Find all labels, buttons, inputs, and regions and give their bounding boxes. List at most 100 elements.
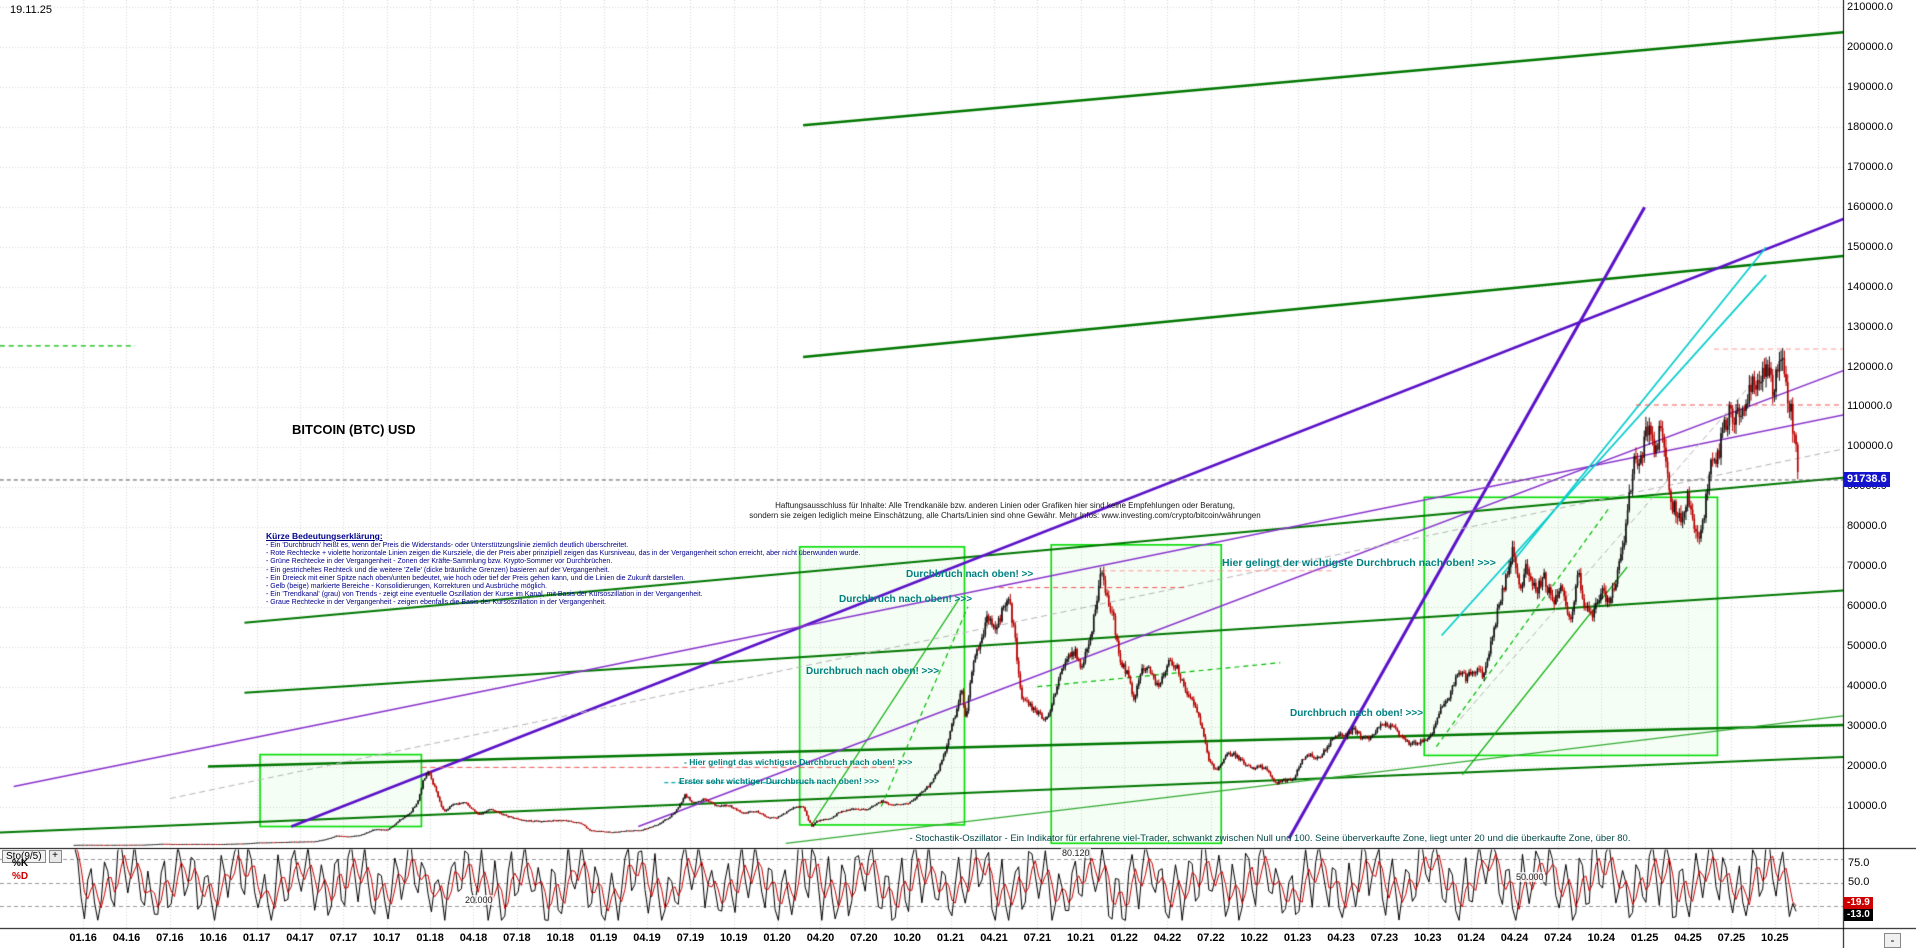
osc-axis-label: 50.0 [1848, 876, 1870, 888]
annotation: Durchbruch nach oben! >>> [1290, 708, 1424, 719]
x-axis-label: 07.18 [503, 932, 531, 944]
y-axis-label: 80000.0 [1847, 520, 1887, 533]
annotation: - Hier gelingt das wichtigste Durchbruch… [684, 757, 913, 767]
osc-header: Sto(9/5) + [2, 850, 62, 863]
legend-line: - Ein 'Durchbruch' heißt es, wenn der Pr… [266, 542, 629, 549]
y-axis-label: 70000.0 [1847, 560, 1887, 573]
disclaimer-line1: Haftungsausschluss für Inhalte: Alle Tre… [775, 501, 1235, 510]
y-axis-label: 20000.0 [1847, 760, 1887, 773]
zoom-out-button[interactable]: - [1884, 933, 1901, 948]
osc-add-button[interactable]: + [48, 850, 62, 863]
osc-k-label: %K [12, 858, 29, 869]
x-axis-label: 07.19 [676, 932, 705, 944]
osc-value-badge: -19.9 [1844, 897, 1873, 909]
x-axis-label: 10.19 [719, 932, 748, 944]
x-axis-label: 10.20 [893, 932, 921, 944]
chart-date-label: 19.11.25 [10, 4, 53, 16]
osc-d-label: %D [12, 871, 29, 882]
osc-level-label: 50.000 [1515, 871, 1545, 882]
x-axis-label: 01.17 [242, 932, 271, 944]
disclaimer-line2: sondern sie zeigen lediglich meine Einsc… [749, 510, 1261, 520]
annotation: Erster sehr wichtiger Durchbruch nach ob… [679, 776, 880, 786]
legend-line: - Ein 'Trendkanal' (grau) von Trends - z… [266, 591, 703, 599]
y-axis-label: 10000.0 [1847, 800, 1887, 813]
x-axis-label: 01.21 [936, 932, 965, 944]
x-axis-label: 07.17 [329, 932, 358, 944]
legend-line: - Grüne Rechtecke in der Vergangenheit -… [266, 558, 613, 566]
x-axis-label: 07.16 [156, 932, 184, 944]
x-axis-label: 10.22 [1240, 932, 1268, 944]
x-axis-label: 10.23 [1413, 932, 1442, 944]
legend-line: - Gelb (beige) markierte Bereiche - Kons… [266, 583, 547, 591]
y-axis-label: 180000.0 [1847, 120, 1893, 133]
annotation: Durchbruch nach oben! >> [906, 569, 1034, 580]
x-axis-label: 07.23 [1370, 932, 1399, 944]
y-axis-label: 60000.0 [1847, 600, 1887, 613]
annotation: Durchbruch nach oben! >>> [806, 666, 940, 677]
x-axis-label: 01.23 [1283, 932, 1312, 944]
x-axis-label: 07.22 [1197, 932, 1225, 944]
x-axis-label: 04.17 [286, 932, 314, 944]
x-axis-label: 01.25 [1630, 932, 1659, 944]
y-axis-label: 40000.0 [1847, 680, 1887, 693]
x-axis-label: 01.24 [1457, 932, 1485, 944]
y-axis-label: 200000.0 [1847, 40, 1893, 53]
y-axis-label: 170000.0 [1847, 160, 1893, 173]
x-axis-label: 10.16 [199, 932, 227, 944]
y-axis-label: 30000.0 [1847, 720, 1887, 733]
x-axis-label: 04.25 [1674, 932, 1702, 944]
x-axis-label: 01.18 [416, 932, 444, 944]
annotation: Hier gelingt der wichtigste Durchbruch n… [1222, 557, 1496, 569]
x-axis-label: 04.22 [1153, 932, 1182, 944]
y-axis-label: 190000.0 [1847, 80, 1893, 93]
y-axis-label: 150000.0 [1847, 240, 1893, 253]
x-axis-label: 10.18 [546, 932, 574, 944]
legend-heading: Kürze Bedeutungserklärung: [266, 531, 383, 541]
chart-title: BITCOIN (BTC) USD [292, 422, 416, 437]
x-axis-label: 04.19 [633, 932, 661, 944]
x-axis-label: 01.20 [763, 932, 791, 944]
legend-block: Kürze Bedeutungserklärung: - Ein 'Durchb… [266, 531, 860, 608]
osc-value-badge: -13.0 [1844, 909, 1873, 921]
osc-level-label: 20.000 [464, 894, 494, 905]
x-axis-label: 07.24 [1544, 932, 1572, 944]
x-axis-label: 04.20 [806, 932, 835, 944]
legend-line: - Rote Rechtecke + violette horizontale … [266, 550, 861, 558]
y-axis-label: 140000.0 [1847, 280, 1893, 293]
y-axis-label: 110000.0 [1847, 400, 1893, 413]
y-axis-label: 130000.0 [1847, 320, 1893, 333]
x-axis-label: 07.20 [850, 932, 878, 944]
x-axis-label: 01.19 [589, 932, 618, 944]
x-axis-label: 10.17 [372, 932, 401, 944]
x-axis-label: 07.21 [1023, 932, 1052, 944]
x-axis-label: 10.25 [1760, 932, 1789, 944]
x-axis-label: 04.18 [459, 932, 488, 944]
osc-indicator-label[interactable]: Sto(9/5) [2, 850, 46, 863]
legend-line: - Graue Rechtecke in der Vergangenheit -… [266, 599, 607, 607]
legend-line: - Ein gestricheltes Rechteck und die wei… [266, 566, 610, 574]
x-axis-label: 10.24 [1587, 932, 1615, 944]
legend-lines: - Ein 'Durchbruch' heißt es, wenn der Pr… [266, 542, 860, 608]
osc-axis-label: 75.0 [1848, 856, 1870, 869]
disclaimer: Haftungsausschluss für Inhalte: Alle Tre… [470, 501, 1540, 520]
x-axis-label: 04.23 [1327, 932, 1355, 944]
y-axis-label: 100000.0 [1847, 440, 1893, 453]
osc-level-label: 80.120 [1061, 848, 1091, 858]
x-axis-label: 07.25 [1717, 932, 1746, 944]
annotation: Durchbruch nach oben! >>> [839, 594, 973, 605]
y-axis-label: 210000.0 [1847, 0, 1893, 13]
y-axis-label: 120000.0 [1847, 360, 1893, 373]
x-axis-label: 04.21 [980, 932, 1008, 944]
y-axis-label: 50000.0 [1847, 640, 1887, 653]
x-axis-label: 01.22 [1110, 932, 1138, 944]
x-axis-label: 04.16 [112, 932, 141, 944]
x-axis-label: 01.16 [69, 932, 97, 944]
legend-line: - Ein Dreieck mit einer Spitze nach oben… [266, 574, 686, 582]
osc-description: - Stochastik-Oszillator - Ein Indikator … [909, 833, 1631, 844]
x-axis-label: 04.24 [1500, 932, 1529, 944]
y-axis-label: 160000.0 [1847, 200, 1893, 213]
price-badge: 91738.6 [1844, 472, 1890, 488]
x-axis-label: 10.21 [1066, 932, 1095, 944]
